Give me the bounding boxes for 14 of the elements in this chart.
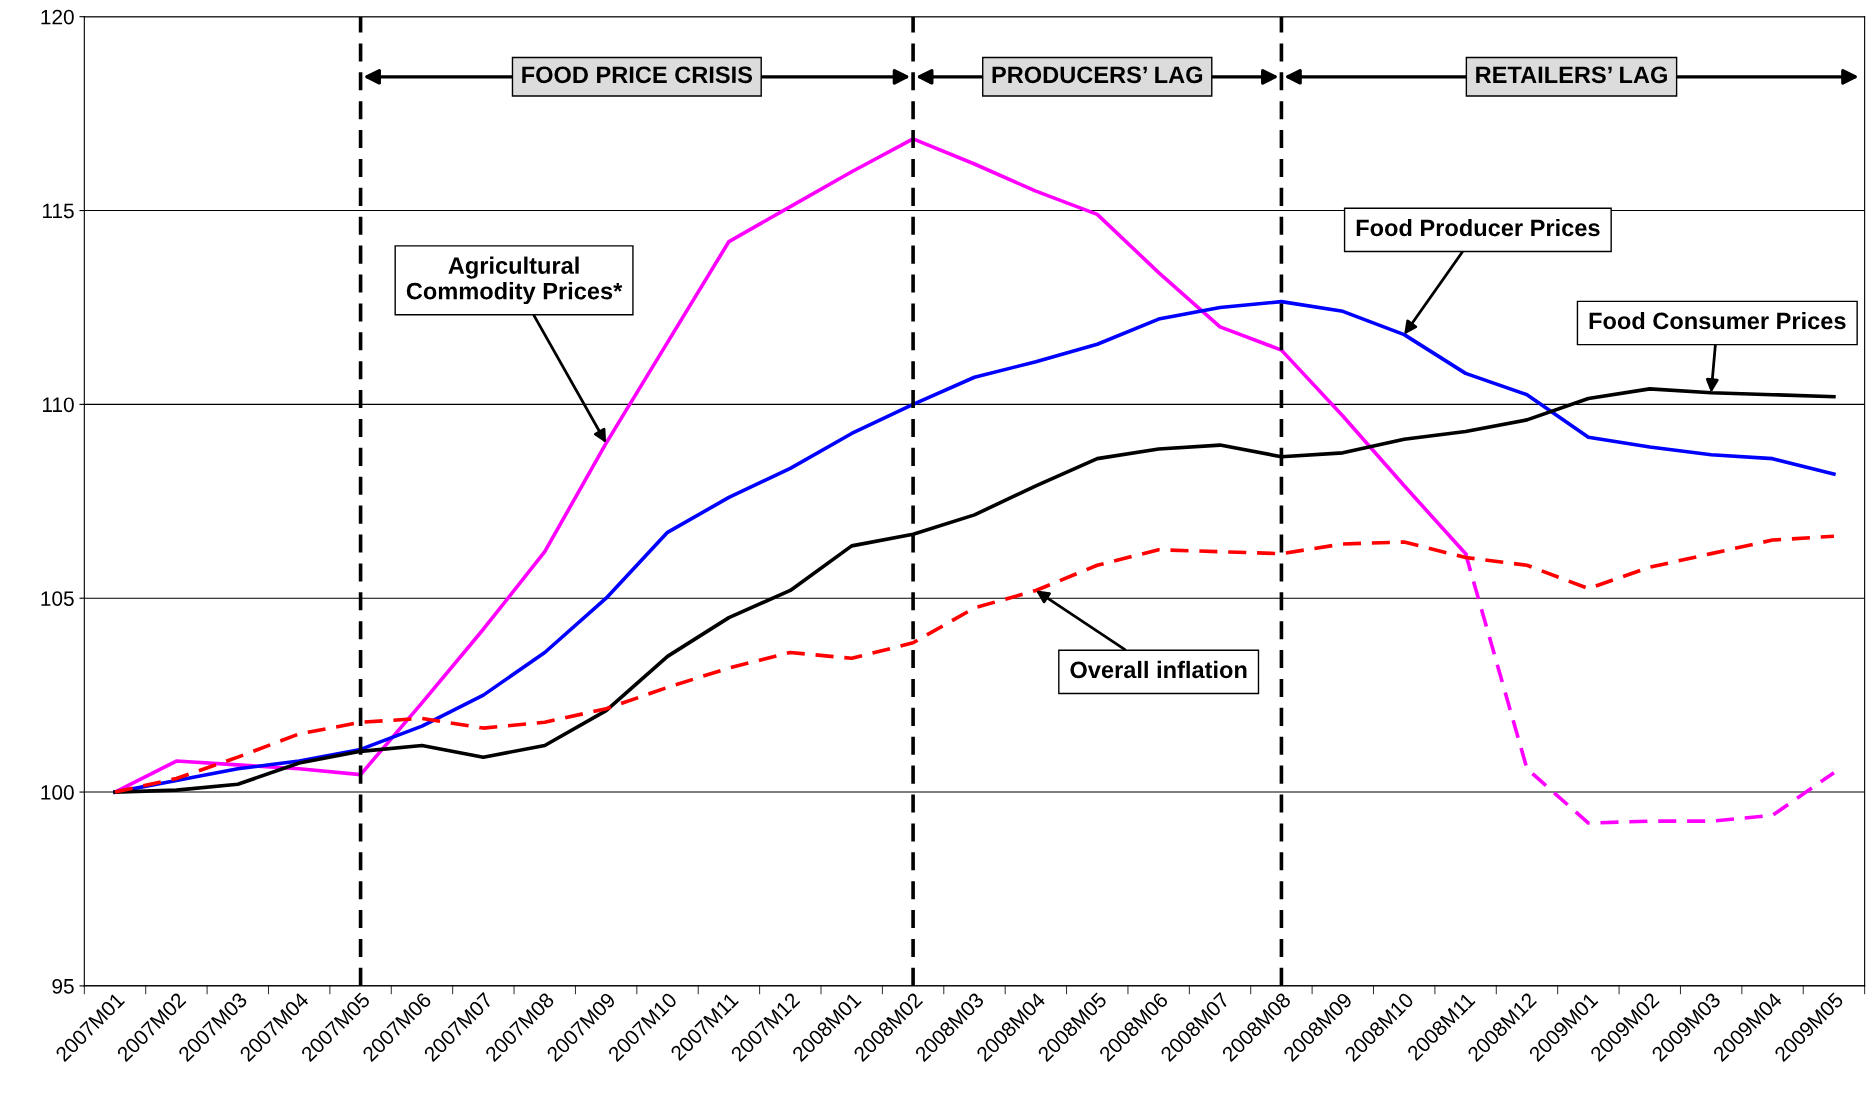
y-tick-label: 95: [52, 978, 74, 994]
y-tick-label: 100: [41, 785, 74, 800]
annotation: Overall inflation: [1070, 660, 1247, 679]
y-tick-label: 115: [42, 203, 74, 219]
annotation: RETAILERS’ LAG: [1476, 66, 1667, 84]
annotation: Agricultural Commodity Prices*: [406, 256, 623, 305]
y-tick-label: 110: [42, 397, 74, 413]
annotation: FOOD PRICE CRISIS: [522, 66, 753, 84]
annotation: Food Consumer Prices: [1589, 311, 1846, 330]
y-tick-label: 105: [41, 591, 74, 606]
annotation: PRODUCERS’ LAG: [992, 66, 1203, 84]
annotation: Food Producer Prices: [1356, 218, 1600, 237]
y-tick-label: 120: [41, 9, 74, 25]
line-series: [113, 534, 1836, 794]
